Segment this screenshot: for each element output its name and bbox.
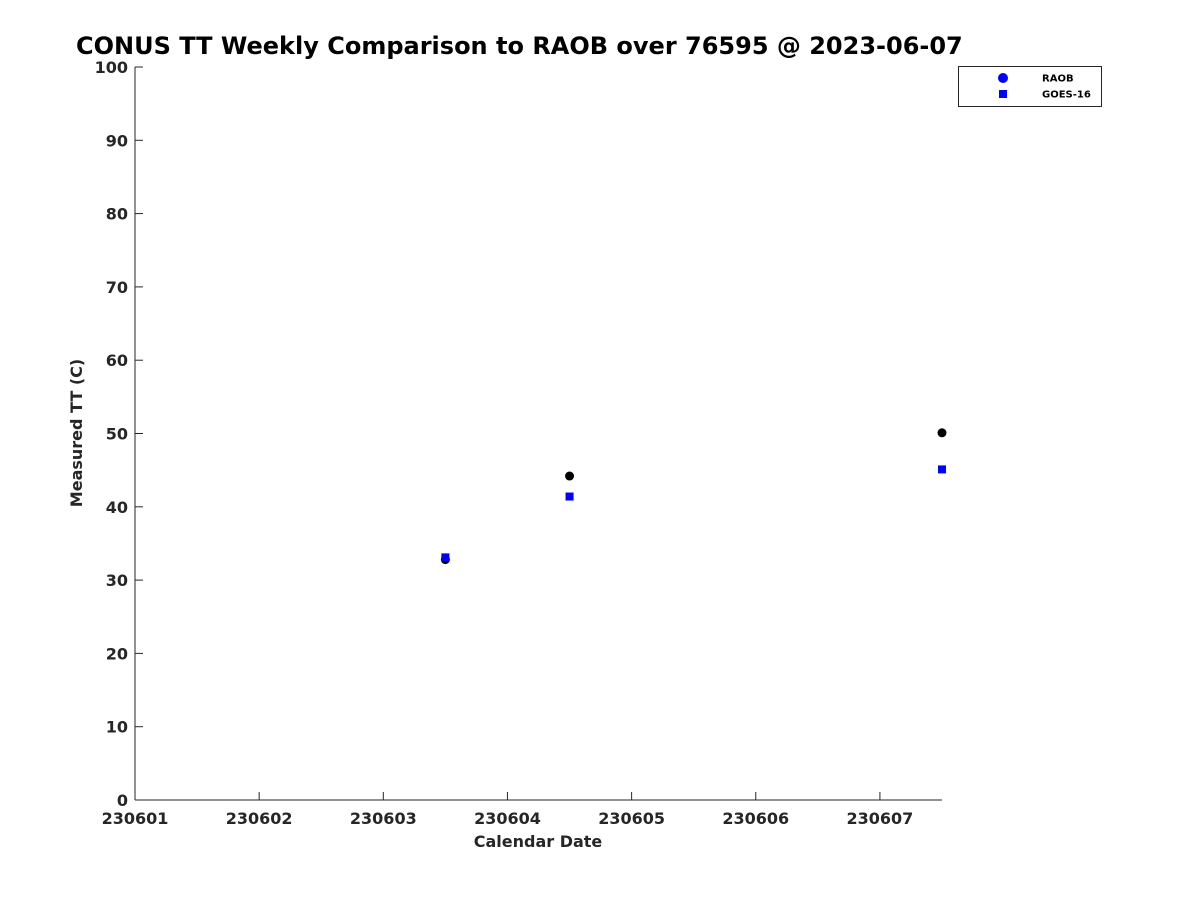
x-tick-label: 230603	[350, 809, 417, 828]
x-axis-label: Calendar Date	[474, 832, 603, 851]
x-tick-label: 230602	[226, 809, 293, 828]
legend-box	[958, 66, 1102, 107]
legend-label-raob: RAOB	[1042, 74, 1074, 85]
legend-marker-goes16	[999, 90, 1007, 98]
legend-label-goes16: GOES-16	[1042, 90, 1091, 101]
chart-title: CONUS TT Weekly Comparison to RAOB over …	[76, 32, 963, 60]
y-tick-label: 70	[106, 278, 128, 297]
y-ticks: 0 10 20 30 40 50 60 70 80 90 100	[95, 58, 143, 810]
x-tick-label: 230604	[474, 809, 541, 828]
y-tick-label: 20	[106, 644, 128, 663]
raob-point	[565, 471, 575, 481]
goes16-point	[441, 553, 450, 562]
data-points	[440, 428, 947, 565]
x-tick-label: 230607	[847, 809, 914, 828]
goes16-point	[565, 492, 574, 501]
legend: RAOB GOES-16	[958, 66, 1102, 107]
y-tick-label: 60	[106, 351, 128, 370]
legend-marker-raob	[998, 73, 1008, 83]
y-tick-label: 10	[106, 718, 128, 737]
y-tick-label: 30	[106, 571, 128, 590]
raob-point	[937, 428, 947, 438]
x-tick-label: 230601	[102, 809, 169, 828]
y-tick-label: 40	[106, 498, 128, 517]
y-tick-label: 0	[117, 791, 128, 810]
y-tick-label: 80	[106, 205, 128, 224]
y-tick-label: 100	[95, 58, 128, 77]
y-tick-label: 90	[106, 131, 128, 150]
x-ticks: 230601 230602 230603 230604 230605 230606 2306…	[102, 792, 914, 828]
x-tick-label: 230606	[722, 809, 789, 828]
y-axis-label: Measured TT (C)	[67, 359, 86, 507]
goes16-point	[938, 465, 946, 474]
y-tick-label: 50	[106, 425, 128, 444]
axes	[134, 67, 942, 801]
x-tick-label: 230605	[598, 809, 665, 828]
